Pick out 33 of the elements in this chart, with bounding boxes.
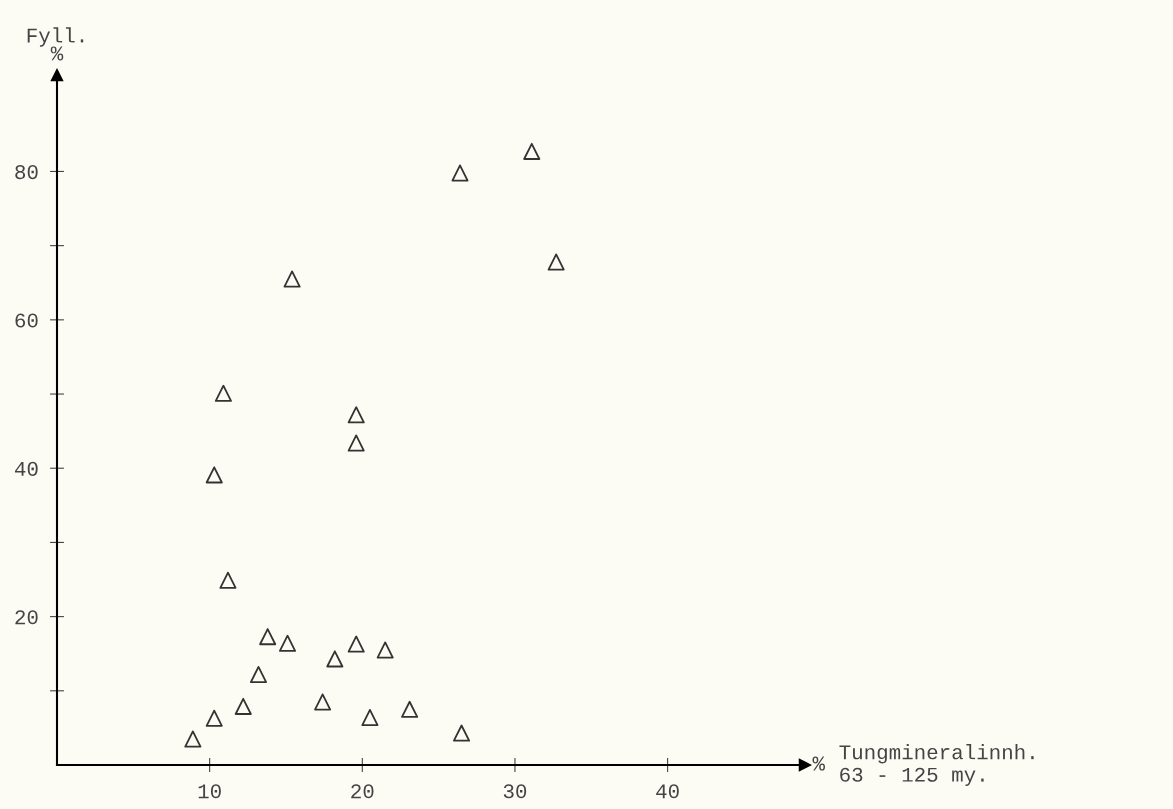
- point: [347, 406, 365, 424]
- point: [453, 724, 471, 742]
- point: [184, 730, 202, 748]
- point: [347, 635, 365, 653]
- x-tick-label: 20: [351, 784, 374, 799]
- point: [205, 709, 223, 727]
- y-tick-label: 80: [15, 165, 38, 180]
- point: [278, 634, 297, 652]
- point: [283, 270, 301, 288]
- point: [259, 628, 277, 646]
- point: [234, 697, 252, 715]
- point: [214, 384, 232, 402]
- x-tick-label: 10: [198, 784, 221, 799]
- point: [347, 434, 365, 452]
- y-axis-title: Fyll. %: [27, 27, 84, 61]
- y-tick-label: 40: [14, 461, 38, 476]
- point: [326, 650, 344, 668]
- point: [249, 665, 268, 683]
- y-tick-label: 20: [15, 610, 38, 625]
- text: %: [812, 756, 825, 771]
- point: [376, 641, 394, 659]
- x-axis-title: Tungmineralinnh. 63 - 125 my.: [839, 744, 1034, 786]
- x-tick-label: 30: [503, 784, 527, 799]
- point: [219, 571, 237, 589]
- point: [451, 164, 469, 182]
- point: [361, 709, 379, 727]
- y-tick-label: 60: [15, 313, 38, 328]
- x-tick-label: 40: [656, 784, 679, 799]
- point: [205, 466, 223, 484]
- point: [547, 253, 565, 271]
- point: [523, 142, 541, 160]
- point: [401, 700, 419, 718]
- point: [314, 693, 332, 711]
